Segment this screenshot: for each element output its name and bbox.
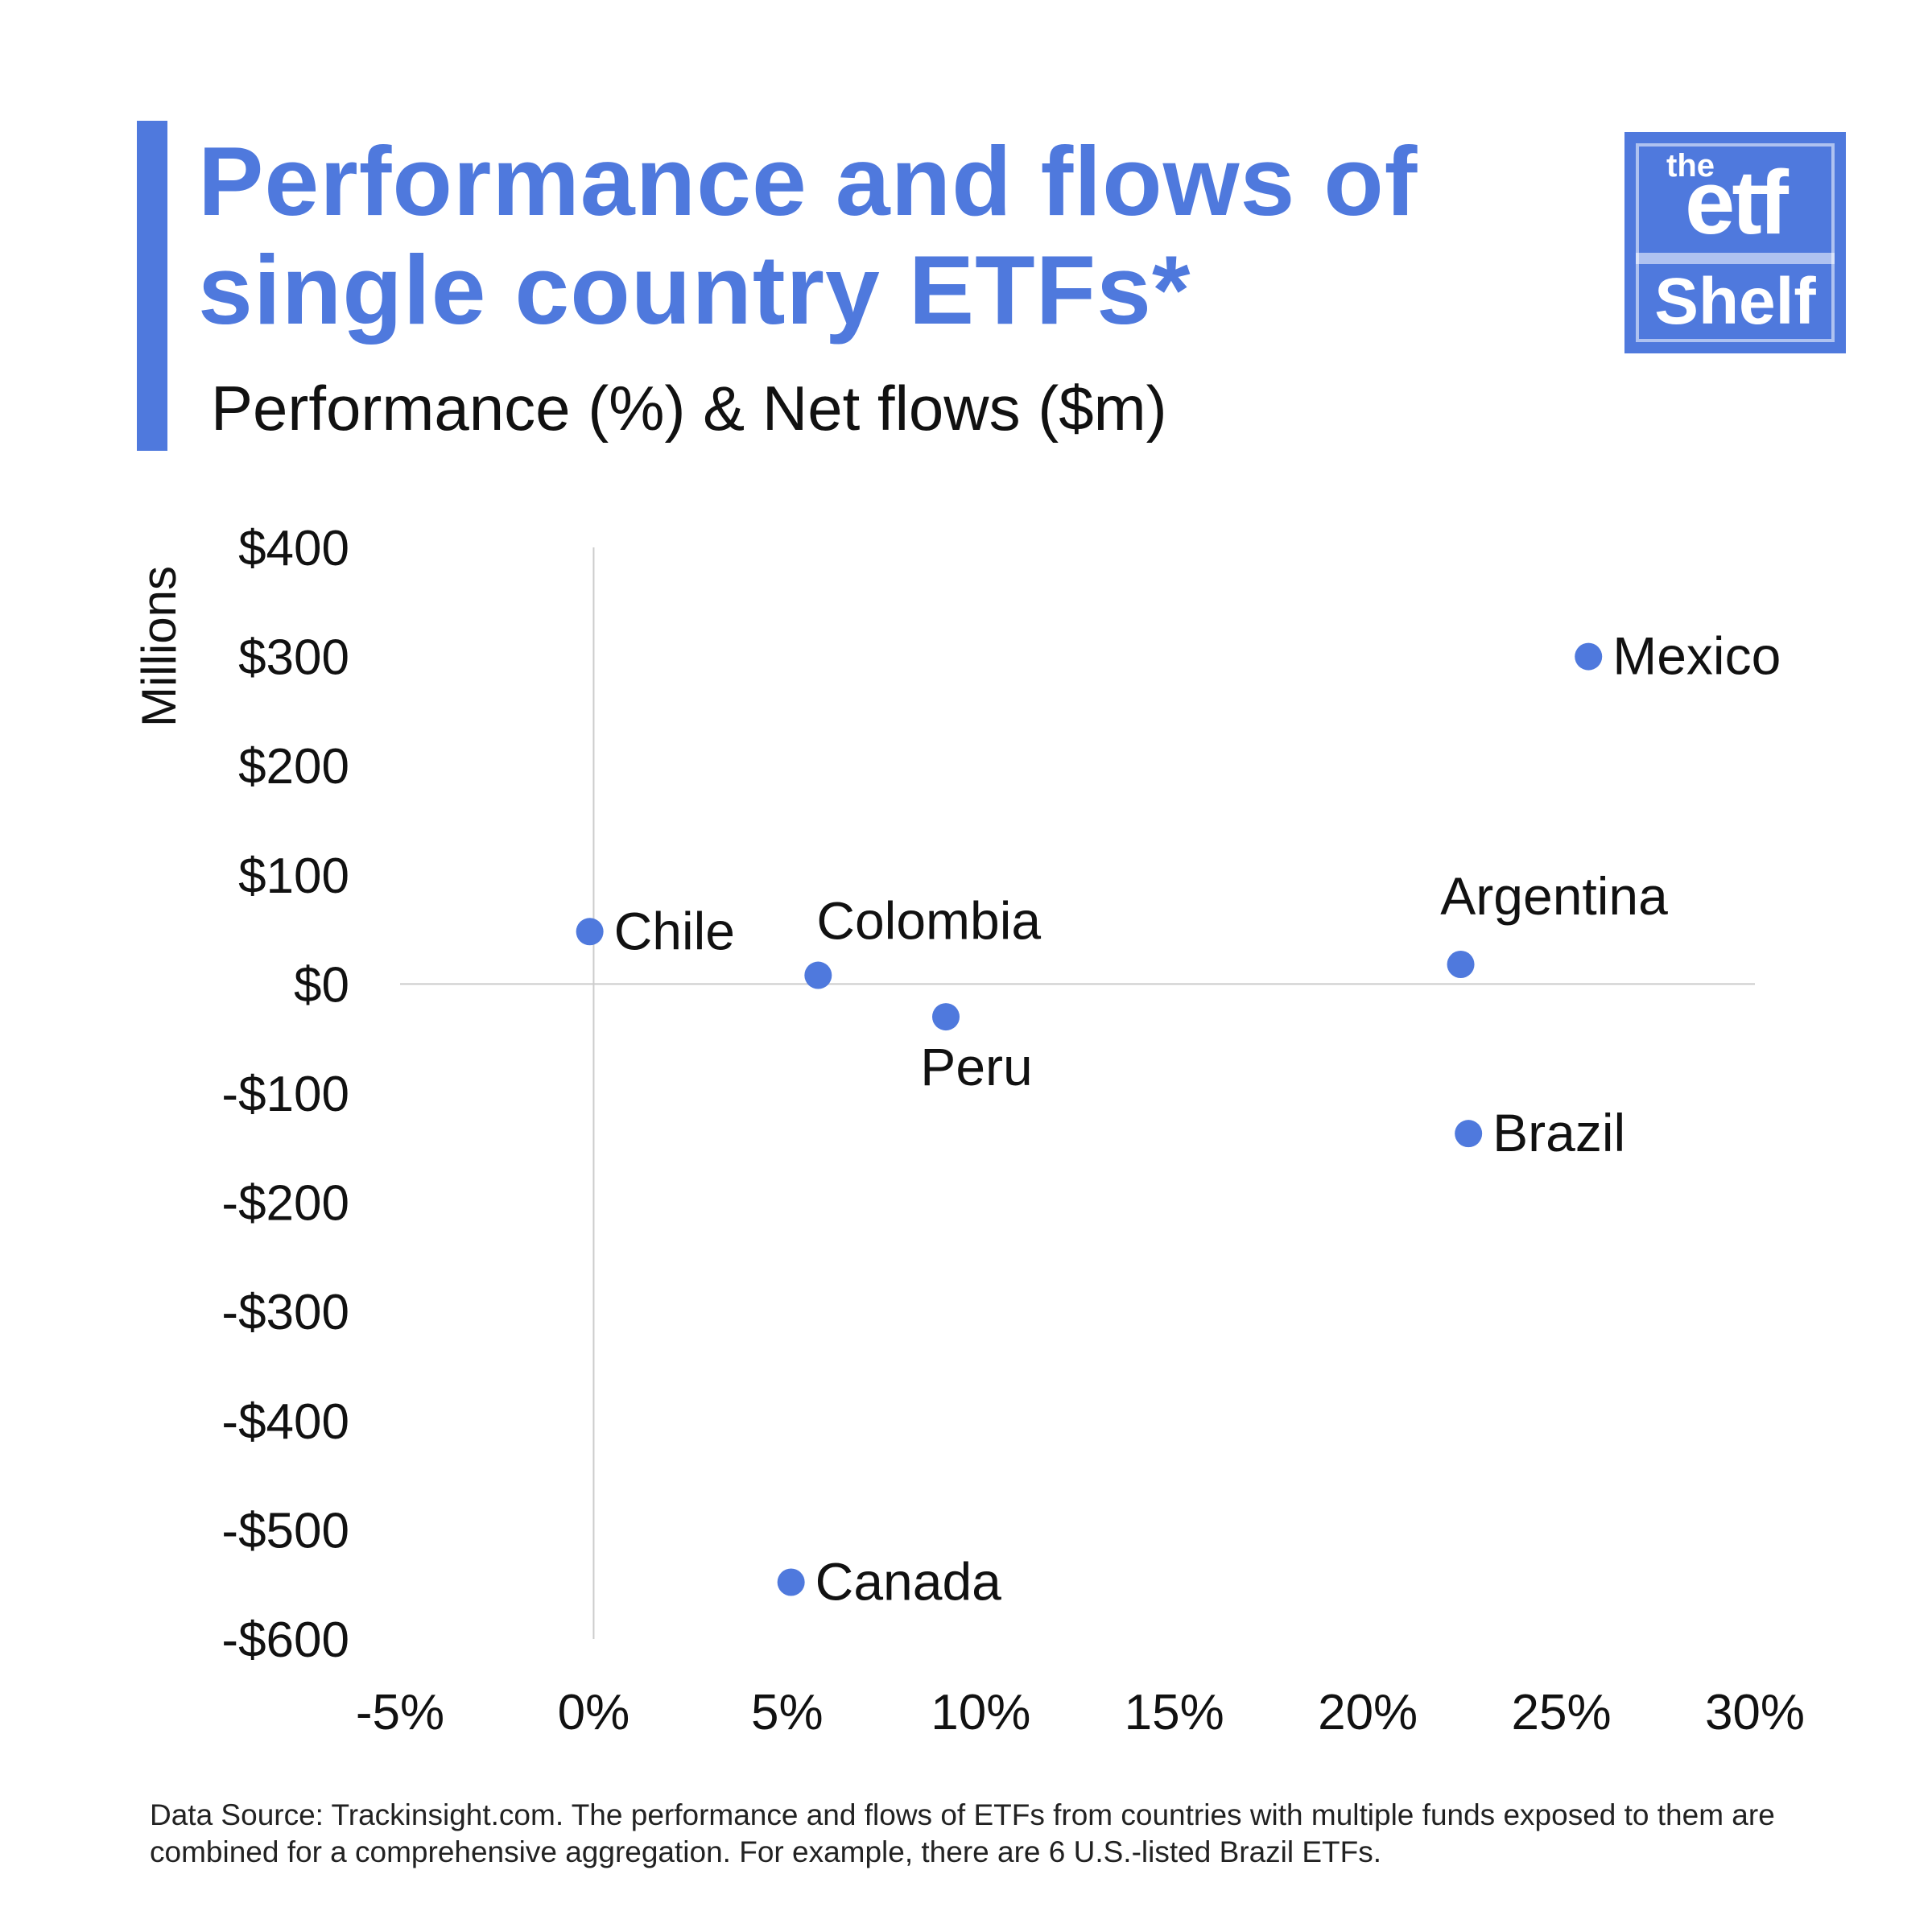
chart-subtitle: Performance (%) & Net flows ($m) <box>211 373 1167 444</box>
logo-text-etf: etf <box>1685 152 1789 253</box>
y-tick-label: -$500 <box>221 1503 349 1558</box>
data-point-label: Colombia <box>816 891 1041 951</box>
data-point <box>1575 642 1603 671</box>
data-point <box>804 961 832 989</box>
footnote: Data Source: Trackinsight.com. The perfo… <box>150 1798 1775 1868</box>
x-tick-label: 15% <box>1125 1685 1224 1740</box>
data-point-label: Peru <box>920 1037 1032 1096</box>
data-point <box>576 918 604 946</box>
data-point-label: Chile <box>614 901 735 960</box>
x-tick-label: 25% <box>1512 1685 1612 1740</box>
x-tick-label: -5% <box>356 1685 444 1740</box>
logo-text-shelf: Shelf <box>1654 265 1816 338</box>
data-point <box>1455 1120 1483 1148</box>
data-point <box>777 1568 805 1596</box>
x-tick-label: 10% <box>931 1685 1030 1740</box>
y-tick-label: $200 <box>238 739 349 795</box>
logo-divider <box>1636 253 1835 264</box>
y-tick-label: $100 <box>238 848 349 904</box>
y-tick-label: -$300 <box>221 1285 349 1340</box>
data-point-label: Brazil <box>1492 1103 1625 1162</box>
x-tick-label: 5% <box>751 1685 824 1740</box>
data-point-label: Argentina <box>1440 866 1668 926</box>
logo-text-the: the <box>1666 148 1715 184</box>
data-point-label: Canada <box>815 1551 1001 1611</box>
y-tick-label: -$600 <box>221 1612 349 1668</box>
x-tick-label: 30% <box>1705 1685 1805 1740</box>
y-tick-label: -$100 <box>221 1067 349 1122</box>
y-axis-label: Millions <box>132 566 186 727</box>
y-tick-label: $300 <box>238 630 349 686</box>
x-tick-label: 0% <box>558 1685 630 1740</box>
data-point <box>932 1003 960 1031</box>
chart-title: Performance and flows of single country … <box>198 126 1418 345</box>
data-point <box>1447 950 1475 978</box>
y-tick-label: -$200 <box>221 1176 349 1232</box>
title-accent-bar <box>137 121 167 451</box>
logo-frame <box>1636 143 1835 342</box>
data-point-label: Mexico <box>1612 626 1781 686</box>
y-tick-label: $0 <box>294 957 349 1013</box>
y-tick-label: $400 <box>238 521 349 576</box>
etf-shelf-logo: the etf Shelf <box>1624 132 1846 353</box>
x-tick-label: 20% <box>1318 1685 1418 1740</box>
y-tick-label: -$400 <box>221 1394 349 1450</box>
